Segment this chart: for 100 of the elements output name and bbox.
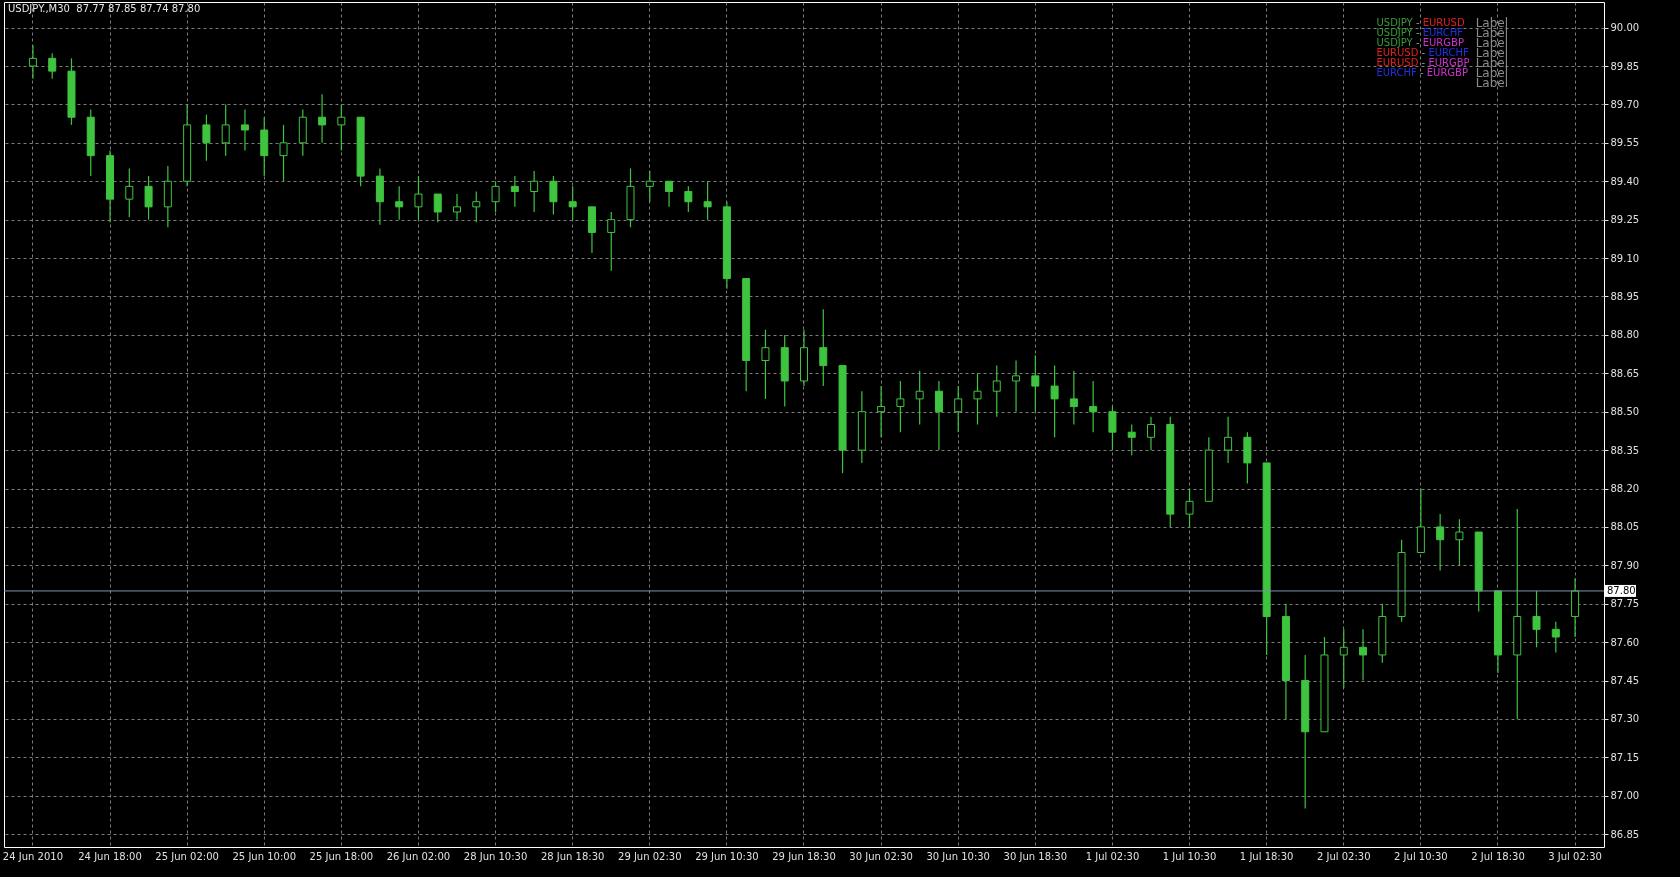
y-tick-label: 87.30 — [1610, 713, 1640, 725]
candlestick — [877, 385, 886, 438]
annotation: EURCHF - EURGBP — [1376, 67, 1469, 78]
y-tick-label: 88.05 — [1610, 521, 1640, 533]
x-tick-label: 30 Jun 10:30 — [926, 850, 990, 862]
candlestick — [549, 175, 558, 216]
y-tick-label: 88.95 — [1610, 290, 1640, 302]
candlestick — [954, 385, 963, 433]
candlestick — [645, 170, 654, 203]
y-tick-label: 87.00 — [1610, 790, 1640, 802]
y-tick-label: 90.00 — [1610, 22, 1640, 34]
candlestick — [337, 103, 346, 152]
y-tick-label: 87.90 — [1610, 559, 1640, 571]
candlestick — [530, 170, 539, 213]
candlestick — [934, 380, 943, 451]
x-tick-label: 28 Jun 10:30 — [463, 850, 528, 862]
x-tick-label: 1 Jul 10:30 — [1162, 850, 1217, 862]
candlestick — [1012, 359, 1021, 413]
candlestick — [992, 365, 1001, 418]
x-tick-label: 24 Jun 18:00 — [78, 850, 142, 862]
y-tick-label: 89.70 — [1610, 98, 1640, 110]
annotation: EURUSD - EURCHF — [1376, 47, 1469, 58]
candlestick — [491, 180, 500, 213]
x-tick-label: 2 Jul 18:30 — [1471, 850, 1525, 862]
candlestick — [703, 180, 712, 221]
candlestick — [915, 370, 924, 426]
candlestick — [453, 193, 462, 221]
candlestick — [819, 308, 828, 387]
y-tick-label: 87.75 — [1610, 598, 1640, 610]
annotation: USDJPY - EURCHF — [1376, 27, 1464, 38]
candlestick — [318, 93, 327, 144]
x-tick-label: 1 Jul 02:30 — [1085, 850, 1140, 862]
x-tick-label: 29 Jun 18:30 — [772, 850, 836, 862]
y-tick-label: 88.80 — [1610, 329, 1640, 341]
x-tick-label: 28 Jun 18:30 — [540, 850, 605, 862]
candlestick — [144, 175, 153, 221]
x-tick-label: 29 Jun 10:30 — [695, 850, 759, 862]
x-tick-label: 25 Jun 02:00 — [155, 850, 219, 862]
x-tick-label: 30 Jun 02:30 — [849, 850, 913, 862]
candlestick — [1108, 405, 1117, 451]
x-tick-label: 2 Jul 10:30 — [1394, 850, 1448, 862]
candlestick — [1455, 518, 1464, 566]
candlestick — [240, 108, 249, 152]
candlestick — [1339, 628, 1348, 689]
candlestick — [1127, 423, 1136, 456]
candlestick — [414, 175, 423, 221]
x-tick-label: 29 Jun 02:30 — [618, 850, 682, 862]
candlestick — [395, 185, 404, 221]
candlestick — [1031, 354, 1040, 413]
candlestick — [125, 167, 134, 218]
annotation: EURUSD - EURGBP — [1376, 57, 1470, 68]
y-tick-label: 88.35 — [1610, 444, 1640, 456]
y-tick-label: 89.25 — [1610, 214, 1640, 226]
candlestick — [761, 329, 770, 400]
candlestick — [607, 211, 616, 272]
x-tick-label: 30 Jun 18:30 — [1003, 850, 1068, 862]
x-tick-label: 25 Jun 18:00 — [309, 850, 374, 862]
x-tick-label: 3 Jul 02:30 — [1548, 850, 1602, 862]
y-tick-label: 87.15 — [1610, 751, 1640, 763]
ref-line-label: 87.80 — [1607, 584, 1636, 596]
candlestick — [1224, 416, 1233, 464]
x-tick-label: 24 Jun 2010 — [2, 850, 63, 862]
x-tick-label: 25 Jun 10:00 — [232, 850, 297, 862]
chart-title: USDJPY.,M30 87.77 87.85 87.74 87.80 — [8, 3, 201, 14]
y-tick-label: 88.65 — [1610, 367, 1640, 379]
candlestick — [1551, 621, 1560, 653]
y-tick-label: 87.60 — [1610, 636, 1640, 648]
candlestick — [28, 44, 37, 80]
candlestick — [1436, 513, 1445, 572]
candlestick — [568, 185, 577, 221]
y-tick-label: 89.40 — [1610, 175, 1640, 187]
y-tick-label: 89.10 — [1610, 252, 1640, 264]
candlestick — [48, 52, 57, 80]
candlestick — [1532, 590, 1541, 648]
candlestick — [1359, 628, 1368, 682]
candlestick — [973, 372, 982, 426]
candlestick — [510, 175, 519, 208]
candlestick — [1146, 416, 1155, 451]
y-tick-label: 88.50 — [1610, 406, 1640, 418]
x-tick-label: 2 Jul 02:30 — [1316, 850, 1371, 862]
candlestick — [896, 380, 905, 433]
x-tick-label: 1 Jul 18:30 — [1239, 850, 1294, 862]
y-tick-label: 86.85 — [1610, 828, 1640, 840]
y-tick-label: 89.55 — [1610, 137, 1640, 149]
annotation: USDJPY - EURUSD — [1376, 17, 1465, 28]
annotation: USDJPY - EURGBP — [1376, 37, 1464, 48]
candlestick — [221, 103, 230, 157]
candlestick — [684, 185, 693, 213]
y-tick-label: 89.85 — [1610, 60, 1640, 72]
candlestick — [1069, 370, 1078, 426]
candlestick — [472, 190, 481, 223]
candlestick — [433, 193, 442, 223]
candlestick — [665, 180, 674, 208]
y-tick-label: 87.45 — [1610, 675, 1640, 687]
candlestick — [1089, 380, 1098, 433]
x-tick-label: 26 Jun 02:00 — [386, 850, 451, 862]
y-tick-label: 88.20 — [1610, 483, 1640, 495]
candlestick — [1185, 487, 1194, 528]
candlestick — [279, 124, 288, 182]
candlestick — [1050, 365, 1059, 438]
